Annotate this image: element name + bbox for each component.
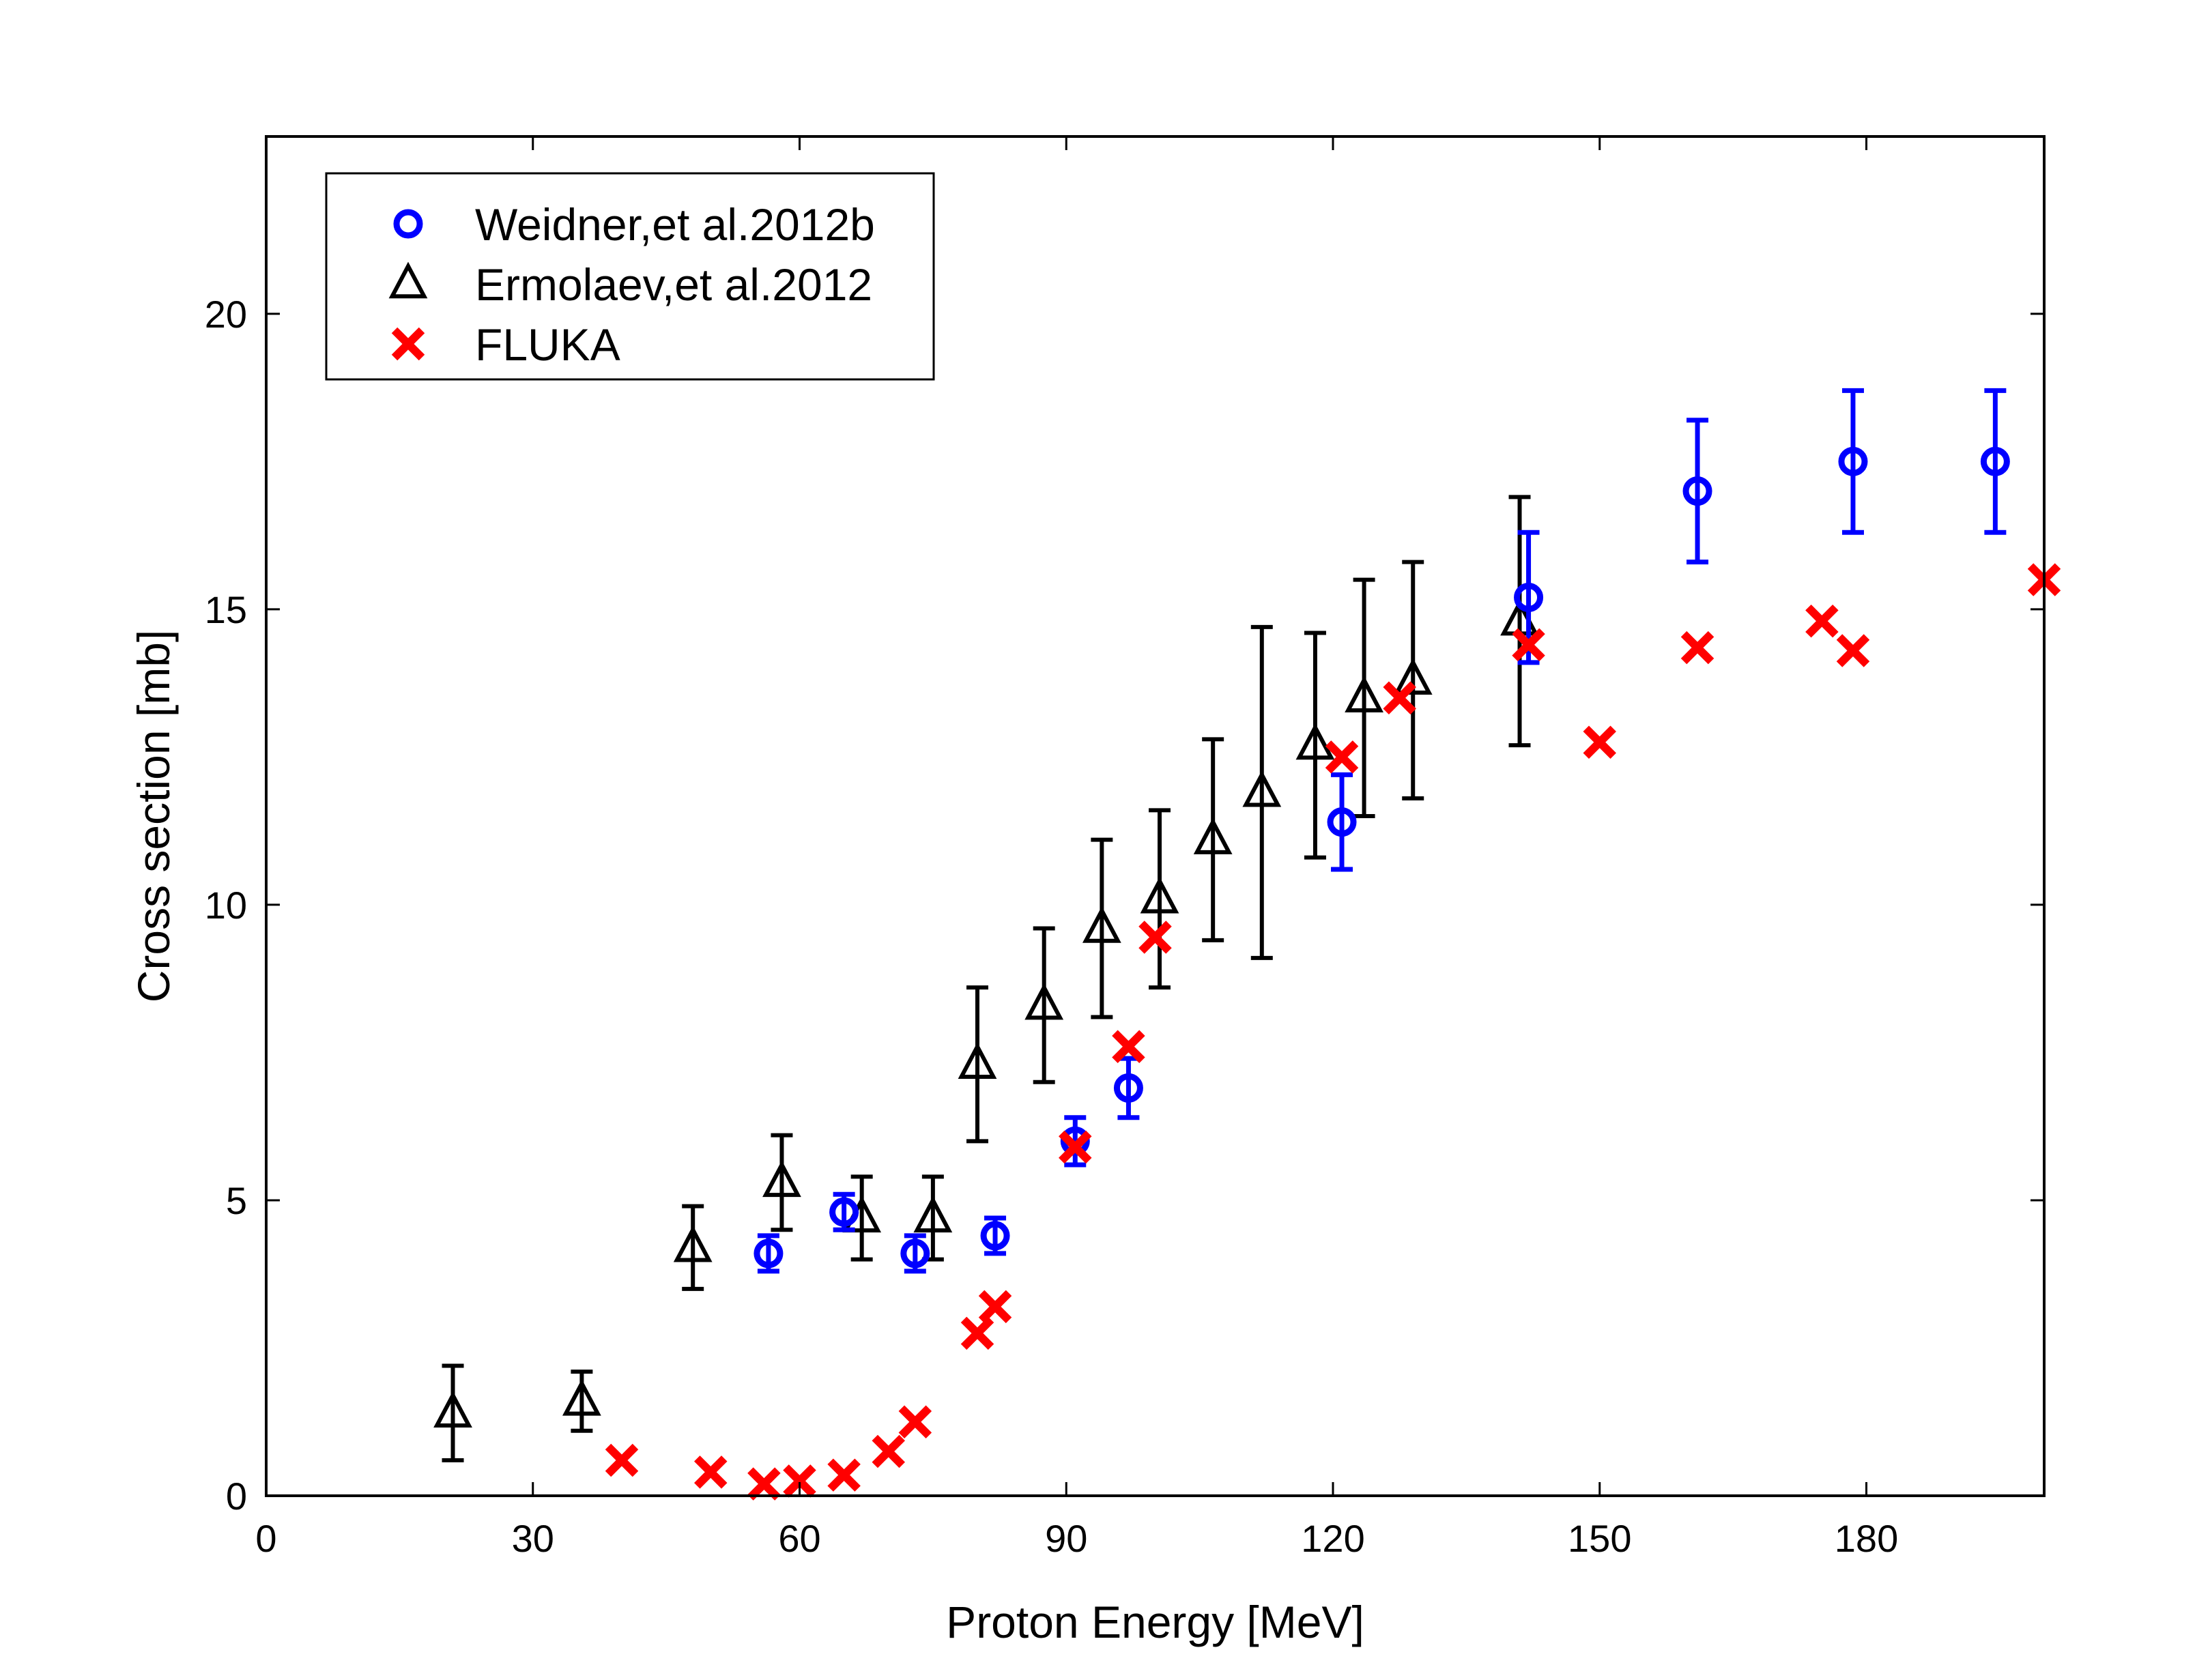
data-point: [1836, 634, 1870, 667]
data-layer: [433, 388, 2061, 1501]
data-point: [1242, 770, 1282, 807]
data-point: [980, 1221, 1010, 1251]
series-0: [754, 388, 2010, 1274]
x-tick-label: 120: [1301, 1517, 1364, 1560]
data-point: [694, 1455, 728, 1489]
x-tick-label: 150: [1568, 1517, 1631, 1560]
legend-marker: [388, 261, 428, 299]
data-point: [754, 1239, 784, 1269]
x-tick-label: 60: [778, 1517, 820, 1560]
legend-entry: Ermolaev,et al.2012: [388, 259, 872, 310]
data-point: [1327, 807, 1357, 837]
legend-entry: FLUKA: [391, 319, 620, 370]
x-tick-label: 30: [512, 1517, 554, 1560]
data-point: [762, 1160, 801, 1198]
legend-box: [325, 172, 935, 381]
data-point: [1059, 1130, 1092, 1164]
data-point: [1393, 658, 1433, 695]
data-point: [913, 1196, 953, 1233]
data-point: [1325, 740, 1359, 774]
data-point: [1113, 1073, 1143, 1103]
data-point: [829, 1197, 859, 1227]
data-point: [1583, 725, 1616, 759]
legend-marker: [393, 209, 423, 239]
data-point: [747, 1467, 781, 1501]
data-point: [827, 1458, 861, 1492]
plot-frame: [265, 135, 2046, 1497]
data-point: [1193, 817, 1233, 854]
data-point: [1680, 631, 1715, 665]
data-point: [1838, 446, 1868, 476]
x-tick-label: 0: [255, 1517, 276, 1560]
legend-label: Weidner,et al.2012b: [475, 199, 875, 250]
legend-marker: [391, 327, 425, 361]
y-tick-label: 15: [205, 588, 247, 631]
data-point: [872, 1434, 905, 1468]
data-point: [783, 1464, 816, 1498]
y-axis-title: Cross section [mb]: [128, 630, 179, 1003]
data-point: [1682, 476, 1712, 506]
y-tick-label: 5: [226, 1179, 247, 1222]
data-point: [1980, 446, 2010, 476]
data-point: [898, 1405, 932, 1438]
data-point: [1345, 676, 1383, 712]
data-point: [1383, 681, 1416, 715]
data-point: [960, 1316, 994, 1350]
data-point: [1112, 1030, 1145, 1064]
y-tick-label: 0: [226, 1475, 247, 1518]
data-point: [1514, 583, 1544, 613]
data-point: [433, 1391, 472, 1428]
legend-label: FLUKA: [475, 319, 620, 370]
y-tick-label: 20: [205, 293, 247, 336]
data-point: [1295, 723, 1335, 760]
data-point: [1140, 876, 1179, 914]
data-point: [1805, 604, 1839, 638]
legend: Weidner,et al.2012b Ermolaev,et al.2012 FL…: [325, 172, 935, 381]
data-point: [978, 1290, 1012, 1324]
data-point: [605, 1443, 639, 1477]
legend-label: Ermolaev,et al.2012: [475, 259, 872, 310]
data-point: [958, 1042, 997, 1079]
x-tick-label: 90: [1045, 1517, 1087, 1560]
series-1: [433, 495, 1539, 1463]
data-point: [562, 1379, 601, 1416]
x-tick-label: 180: [1835, 1517, 1898, 1560]
x-axis-title: Proton Energy [MeV]: [946, 1597, 1364, 1647]
data-point: [1024, 983, 1064, 1020]
series-2: [605, 563, 2061, 1501]
data-point: [1138, 921, 1172, 954]
legend-entry: Weidner,et al.2012b: [393, 199, 875, 250]
data-point: [900, 1239, 930, 1269]
y-tick-label: 10: [205, 884, 247, 927]
data-point: [673, 1225, 713, 1262]
data-point: [1082, 906, 1121, 943]
axis-ticks: 0 30 60 90 120 150 180 0 5 10 15 20: [205, 136, 2044, 1560]
data-point: [1512, 628, 1545, 662]
